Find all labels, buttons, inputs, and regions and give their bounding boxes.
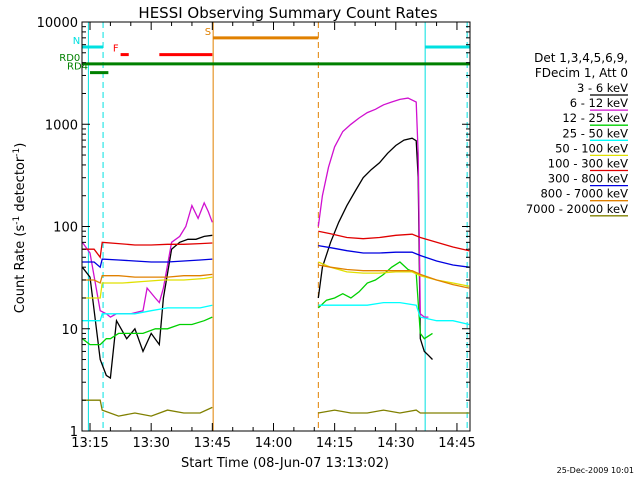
legend-entry-4: 50 - 100 keV (555, 141, 628, 155)
legend-entry-1: 6 - 12 keV (570, 96, 628, 110)
x-tick-label-1: 13:30 (132, 436, 169, 451)
x-axis-label: Start Time (08-Jun-07 13:13:02) (181, 456, 389, 471)
series-line-1 (81, 97, 429, 318)
flag-label-0: N (73, 36, 80, 47)
y-tick-label-2: 100 (53, 221, 78, 236)
legend-title-line2: FDecim 1, Att 0 (535, 66, 628, 80)
plot-frame (81, 21, 471, 432)
y-axis-label-end: ) (13, 143, 28, 148)
y-tick-label-0: 1 (70, 425, 78, 440)
series-line-6 (82, 244, 470, 269)
legend-entry-0: 3 - 6 keV (577, 81, 628, 95)
x-tick-label-4: 14:15 (316, 436, 353, 451)
x-tick-label-5: 14:30 (377, 436, 414, 451)
y-axis-label-mid: detector (13, 156, 28, 216)
legend-entry-8: 7000 - 20000 keV (526, 202, 628, 216)
x-tick-label-3: 14:00 (255, 436, 292, 451)
y-axis-label-sup2: -1 (12, 148, 22, 157)
y-axis-label: Count Rate (s-1 detector-1) (12, 143, 28, 314)
axes: 13:15 13:30 13:45 14:00 14:15 14:30 14:45 1 10 10… (37, 16, 476, 451)
series-line-4 (82, 261, 470, 299)
legend: Det 1,3,4,5,6,9, FDecim 1, Att 0 3 - 6 k… (526, 51, 628, 217)
legend-entry-6: 300 - 800 keV (548, 172, 628, 186)
x-tick-label-2: 13:45 (194, 436, 231, 451)
legend-entry-7: 800 - 7000 keV (540, 187, 628, 201)
series-line-7 (82, 264, 470, 289)
series-line-2 (81, 261, 433, 346)
series-line-3 (82, 301, 470, 326)
y-tick-label-1: 10 (61, 323, 78, 338)
x-tick-label-6: 14:45 (438, 436, 475, 451)
flag-label-6: RD4 (67, 62, 88, 73)
flag-label-3: F (113, 44, 119, 55)
y-axis-label-main: Count Rate (s (13, 225, 28, 314)
legend-title-line1: Det 1,3,4,5,6,9, (534, 51, 628, 65)
series-line-0 (81, 137, 433, 380)
series-line-5 (82, 230, 470, 259)
y-tick-label-3: 1000 (45, 118, 78, 133)
x-tick-label-0: 13:15 (71, 436, 108, 451)
plot-area (81, 22, 470, 431)
legend-entry-5: 100 - 300 keV (548, 157, 628, 171)
y-axis-label-sup1: -1 (12, 216, 22, 225)
chart-title: HESSI Observing Summary Count Rates (138, 4, 437, 22)
flag-label-5: RD0 (59, 53, 80, 64)
y-tick-label-4: 10000 (37, 16, 78, 31)
legend-entry-2: 12 - 25 keV (562, 111, 628, 125)
flag-label-2: S (205, 27, 211, 38)
date-stamp: 25-Dec-2009 10:01 (557, 466, 634, 475)
series-line-8 (82, 399, 470, 417)
legend-entry-3: 25 - 50 keV (562, 126, 628, 140)
